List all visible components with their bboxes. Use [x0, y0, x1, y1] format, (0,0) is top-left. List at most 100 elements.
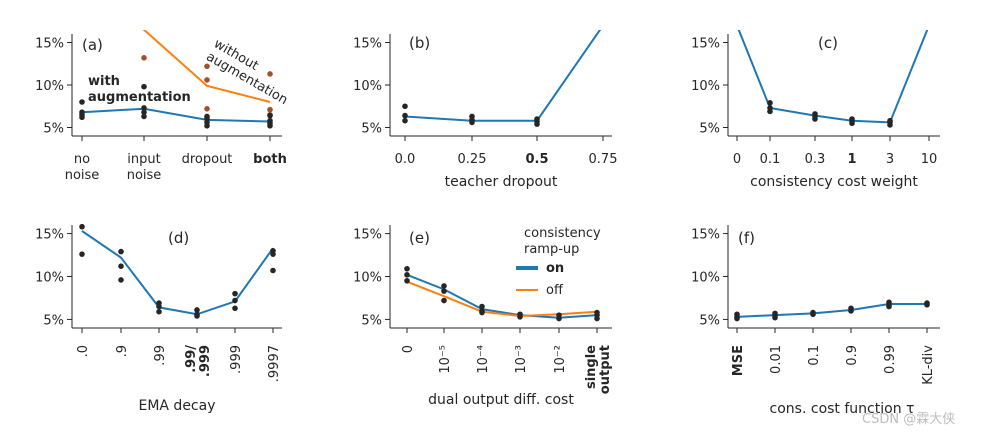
x-tick-label: .0 — [76, 345, 91, 357]
y-tick-label: 5% — [43, 122, 64, 137]
series-line-with-augmentation — [81, 107, 271, 123]
legend-label-on: on — [546, 261, 564, 276]
x-tick-label: input noise — [127, 152, 162, 183]
panel-label: (b) — [409, 34, 430, 52]
y-tick-label-line: 15% — [691, 228, 720, 243]
data-point — [517, 314, 523, 320]
x-tick-label-line: 0.9 — [845, 345, 860, 366]
data-point-off — [204, 106, 210, 112]
y-tick-label-line: 5% — [699, 122, 720, 137]
data-point — [79, 99, 85, 105]
panel-label: (e) — [409, 229, 430, 247]
data-point-off — [204, 77, 210, 83]
x-axis-label: cons. cost function τ — [770, 401, 915, 417]
y-tick-label: 5% — [699, 313, 720, 328]
x-tick-label: singleoutput — [584, 345, 613, 394]
data-point — [402, 112, 408, 119]
data-point — [141, 109, 147, 115]
data-point — [232, 305, 238, 312]
x-tick-label-line: .999 — [198, 345, 213, 377]
x-tick-label: 0 — [401, 345, 416, 353]
x-tick-label: no noise — [65, 152, 100, 183]
data-point — [887, 122, 893, 128]
data-point — [556, 315, 562, 322]
x-tick-label: 0.1 — [760, 152, 781, 167]
legend-title-line: ramp-up — [524, 242, 579, 257]
data-point — [441, 283, 447, 289]
annotation-with-augmentation: with augmentation — [88, 74, 191, 105]
data-point — [79, 223, 85, 230]
y-tick-label-line: 10% — [35, 79, 64, 94]
x-tick-label: 0.3 — [805, 152, 826, 167]
panel-b: 5% 10% 15% 0.0 0.25 0.5 0.75 teacher dropout (b) — [353, 30, 618, 190]
series-line-off — [406, 280, 598, 317]
y-tick-label-line: 15% — [353, 37, 382, 52]
x-tick-label: 10 — [921, 152, 938, 167]
x-tick-label-line: dropout — [182, 152, 233, 167]
y-tick-label-line: 15% — [35, 228, 64, 243]
data-point — [848, 308, 854, 314]
x-tick-label-line: 0.25 — [458, 152, 487, 167]
x-tick-label: 0.1 — [807, 345, 822, 366]
annotation-with-augmentation-line: augmentation — [88, 90, 191, 105]
data-point — [141, 83, 147, 90]
data-point — [232, 297, 238, 304]
panel-label: (d) — [168, 229, 189, 247]
x-tick-label-line: MSE — [731, 345, 746, 376]
x-tick-label-line: 0.1 — [760, 152, 781, 167]
panel-label: (f) — [738, 229, 755, 247]
x-tick-label: 1 — [847, 152, 856, 167]
x-tick-label: 0.01 — [769, 345, 784, 374]
x-tick-label: 10⁻³ — [514, 345, 529, 374]
x-tick-label-line: 10⁻⁴ — [476, 345, 491, 374]
y-tick-label-line: 15% — [35, 37, 64, 52]
data-point — [204, 123, 210, 129]
data-point — [441, 288, 447, 294]
legend-title: consistency ramp-up — [524, 226, 601, 257]
x-tick-label-line: KL-div — [921, 345, 936, 385]
y-tick-label-line: 10% — [353, 271, 382, 286]
data-point — [404, 271, 410, 278]
y-tick-label: 5% — [43, 313, 64, 328]
x-axis-label: teacher dropout — [445, 174, 558, 190]
x-tick-label: 10⁻⁴ — [476, 345, 491, 374]
x-tick-label-line: 0.75 — [589, 152, 618, 167]
y-tick-label-line: 10% — [691, 271, 720, 286]
data-point — [118, 248, 124, 255]
y-tick-label-line: 10% — [353, 79, 382, 94]
panel-f: 5% 10% 15% MSE 0.01 0.1 0.9 0.99 KL-div cons. cos… — [691, 225, 940, 417]
y-tick-label-line: 5% — [43, 122, 64, 137]
data-point — [886, 303, 892, 310]
y-tick-label: 10% — [353, 79, 382, 94]
data-point — [812, 116, 818, 122]
data-point — [270, 251, 276, 257]
x-tick-label-line: 0 — [401, 345, 416, 353]
x-tick-label-line: single — [584, 345, 599, 389]
data-point — [79, 251, 85, 257]
y-tick-label: 5% — [361, 313, 382, 328]
y-tick-label-line: 5% — [361, 313, 382, 328]
data-point — [772, 314, 778, 321]
panel-label-line: (d) — [168, 229, 189, 247]
y-tick-label-line: 15% — [353, 228, 382, 243]
y-tick-label: 15% — [353, 37, 382, 52]
x-tick-label-line: noise — [127, 168, 162, 183]
data-point-off — [141, 55, 147, 61]
y-tick-label-line: 5% — [699, 313, 720, 328]
data-point — [79, 114, 85, 121]
x-tick-label: 10⁻² — [553, 345, 568, 374]
data-point — [404, 277, 410, 284]
legend-label-off-line: off — [546, 283, 564, 298]
data-point — [594, 315, 600, 322]
x-axis-label-line: dual output diff. cost — [428, 392, 574, 408]
y-tick-label: 5% — [361, 122, 382, 137]
x-tick-label-line: 10⁻³ — [514, 345, 529, 374]
data-point — [156, 308, 162, 315]
legend-title-line: consistency — [524, 226, 601, 241]
x-tick-label-line: noise — [65, 168, 100, 183]
series-line-on — [404, 30, 602, 122]
x-tick-label-line: 10 — [921, 152, 938, 167]
x-tick-label: dropout — [182, 152, 233, 167]
y-tick-label: 15% — [691, 37, 720, 52]
